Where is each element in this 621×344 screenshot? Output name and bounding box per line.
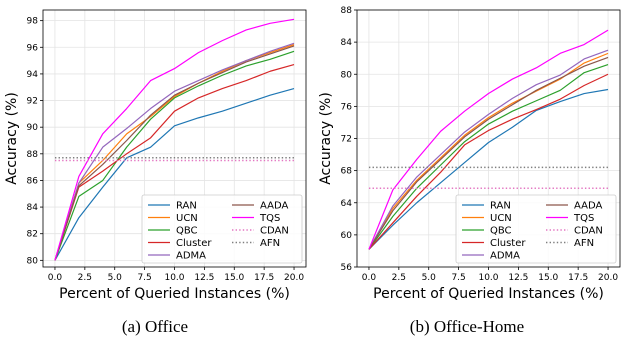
x-axis-label: Percent of Queried Instances (%) bbox=[373, 286, 604, 302]
series-line-qbc bbox=[368, 64, 609, 250]
x-tick-label: 2.5 bbox=[78, 273, 92, 283]
x-tick-label: 20.0 bbox=[598, 273, 618, 283]
series-line-tqs bbox=[54, 18, 295, 261]
series-line-ran bbox=[368, 88, 609, 250]
legend-label-afn: AFN bbox=[574, 238, 594, 249]
x-tick-label: 10.0 bbox=[478, 273, 498, 283]
legend-label-aada: AADA bbox=[260, 201, 288, 212]
legend-label-qbc: QBC bbox=[490, 226, 512, 237]
legend-label-cdan: CDAN bbox=[260, 226, 289, 237]
legend-label-adma: ADMA bbox=[490, 251, 520, 262]
x-tick-label: 17.5 bbox=[568, 273, 588, 283]
series-line-tqs bbox=[368, 29, 609, 250]
series-line-aada bbox=[368, 56, 609, 250]
y-tick-label: 80 bbox=[341, 70, 353, 80]
x-tick-label: 17.5 bbox=[254, 273, 274, 283]
x-tick-label: 7.5 bbox=[137, 273, 151, 283]
y-tick-label: 90 bbox=[27, 123, 39, 133]
y-tick-label: 56 bbox=[341, 263, 353, 273]
y-tick-label: 98 bbox=[27, 17, 39, 27]
x-tick-label: 7.5 bbox=[451, 273, 465, 283]
y-tick-label: 84 bbox=[341, 38, 353, 48]
y-tick-label: 64 bbox=[341, 199, 353, 209]
chart-panel-1: 0.0 2.5 5.0 7.5 10.0 12.5 15.0 17.5 20.0 80 82 84 86… bbox=[4, 9, 307, 336]
x-tick-label: 15.0 bbox=[224, 273, 244, 283]
y-tick-label: 84 bbox=[27, 203, 39, 213]
legend-label-ucn: UCN bbox=[176, 213, 198, 224]
legend-label-cluster: Cluster bbox=[490, 238, 526, 249]
legend-box bbox=[141, 194, 303, 264]
legend-label-tqs: TQS bbox=[259, 213, 280, 224]
series-line-qbc bbox=[54, 50, 295, 261]
x-tick-label: 0.0 bbox=[362, 273, 377, 283]
x-tick-label: 12.5 bbox=[194, 273, 214, 283]
y-tick-label: 68 bbox=[341, 167, 353, 177]
legend-label-ran: RAN bbox=[176, 201, 197, 212]
x-tick-label: 2.5 bbox=[392, 273, 406, 283]
series-line-cluster bbox=[54, 64, 295, 261]
series-line-adma bbox=[54, 42, 295, 261]
x-tick-label: 20.0 bbox=[284, 273, 304, 283]
legend-label-tqs: TQS bbox=[573, 213, 594, 224]
y-axis-label: Accuracy (%) bbox=[4, 92, 20, 185]
y-tick-label: 80 bbox=[27, 256, 39, 266]
y-tick-label: 60 bbox=[341, 231, 353, 241]
legend-label-aada: AADA bbox=[574, 201, 602, 212]
y-tick-label: 92 bbox=[27, 97, 38, 107]
series-line-cluster bbox=[368, 73, 609, 250]
x-tick-label: 15.0 bbox=[538, 273, 558, 283]
y-axis-label: Accuracy (%) bbox=[318, 92, 334, 185]
x-tick-label: 0.0 bbox=[48, 273, 63, 283]
x-tick-label: 5.0 bbox=[108, 273, 123, 283]
y-tick-label: 86 bbox=[27, 176, 39, 186]
figure-caption: (b) Office-Home bbox=[410, 317, 524, 336]
series-line-adma bbox=[368, 49, 609, 250]
series-line-ran bbox=[54, 87, 295, 261]
legend-label-ran: RAN bbox=[490, 201, 511, 212]
y-tick-label: 72 bbox=[341, 135, 352, 145]
legend-label-afn: AFN bbox=[260, 238, 280, 249]
y-tick-label: 94 bbox=[27, 70, 39, 80]
x-tick-label: 10.0 bbox=[164, 273, 184, 283]
legend-label-cluster: Cluster bbox=[176, 238, 212, 249]
figure-caption: (a) Office bbox=[122, 317, 188, 336]
chart-panel-2: 0.0 2.5 5.0 7.5 10.0 12.5 15.0 17.5 20.0 56 60 64 68… bbox=[318, 6, 621, 336]
legend-label-adma: ADMA bbox=[176, 251, 206, 262]
x-tick-label: 12.5 bbox=[508, 273, 528, 283]
y-tick-label: 88 bbox=[341, 6, 353, 16]
y-tick-label: 96 bbox=[27, 43, 39, 53]
series-line-aada bbox=[54, 45, 295, 261]
legend-box bbox=[455, 194, 617, 264]
x-tick-label: 5.0 bbox=[422, 273, 437, 283]
y-tick-label: 82 bbox=[27, 230, 38, 240]
x-axis-label: Percent of Queried Instances (%) bbox=[59, 286, 290, 302]
legend-label-ucn: UCN bbox=[490, 213, 512, 224]
legend-label-cdan: CDAN bbox=[574, 226, 603, 237]
y-tick-label: 88 bbox=[27, 150, 39, 160]
legend-label-qbc: QBC bbox=[176, 226, 198, 237]
y-tick-label: 76 bbox=[341, 102, 353, 112]
